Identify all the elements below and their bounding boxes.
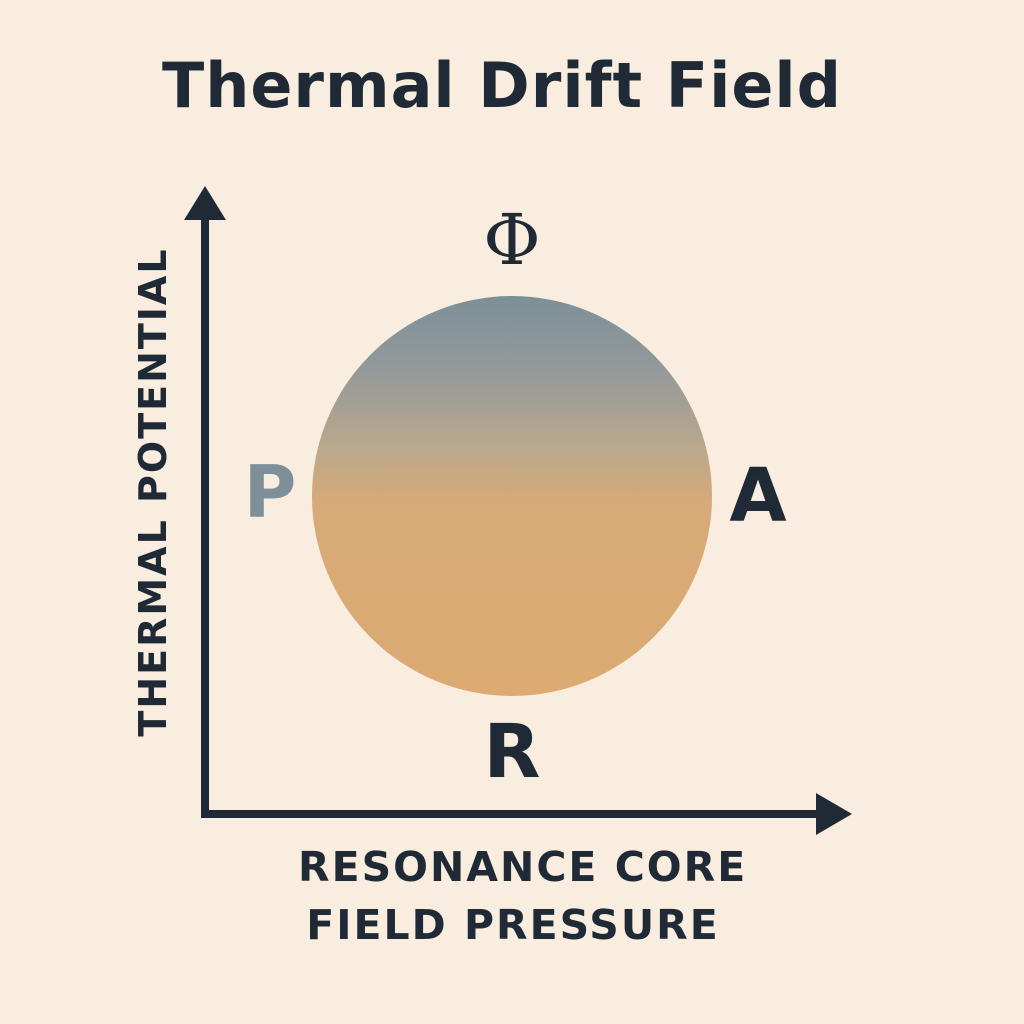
page-title: Thermal Drift Field — [161, 49, 843, 122]
pole-bottom-r: R — [483, 709, 541, 795]
x-axis-label-line-2: FIELD PRESSURE — [306, 901, 720, 949]
x-axis-label-line-1: RESONANCE CORE — [298, 843, 748, 891]
pole-top-phi: Φ — [483, 199, 541, 281]
y-axis-label: THERMAL POTENTIAL — [131, 247, 175, 737]
pole-left-p: P — [243, 450, 297, 534]
y-axis-arrowhead — [184, 186, 226, 220]
field-sphere — [312, 296, 712, 696]
pole-right-a: A — [729, 453, 787, 539]
x-axis-arrowhead — [816, 793, 852, 835]
x-axis-label: RESONANCE CORE FIELD PRESSURE — [298, 838, 748, 954]
